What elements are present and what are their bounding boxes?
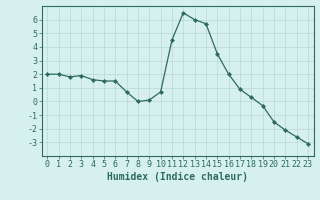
X-axis label: Humidex (Indice chaleur): Humidex (Indice chaleur) <box>107 172 248 182</box>
